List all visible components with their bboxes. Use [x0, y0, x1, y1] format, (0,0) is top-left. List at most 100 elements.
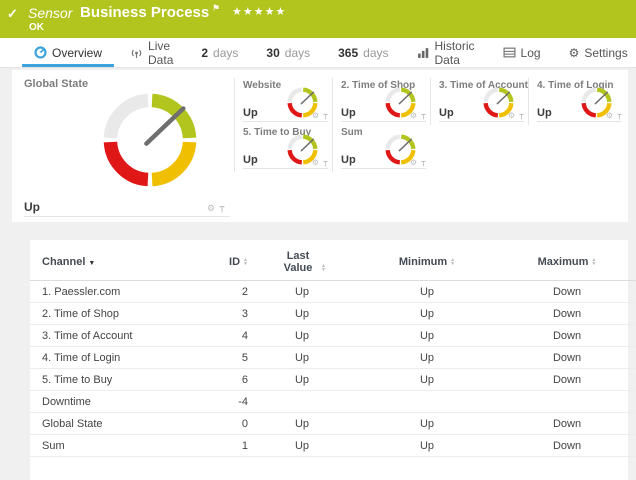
- pin-icon[interactable]: [420, 113, 427, 120]
- channel-id: 4: [200, 324, 252, 347]
- priority-stars[interactable]: ★★★★★: [232, 6, 287, 18]
- divider: [341, 168, 426, 169]
- channel-name[interactable]: 3. Time of Account: [30, 324, 200, 347]
- pin-icon[interactable]: [322, 113, 329, 120]
- channel-name[interactable]: Downtime: [30, 390, 200, 413]
- gauge-value: Up: [537, 107, 552, 119]
- column-header-last-value[interactable]: Last Value ▲ ▼: [252, 240, 352, 281]
- sensor-title: Business Process: [80, 4, 210, 21]
- pin-icon[interactable]: [322, 160, 329, 167]
- column-label: Channel: [42, 256, 86, 268]
- channel-id: 6: [200, 368, 252, 391]
- gauge-title: 2. Time of Shop: [341, 80, 416, 91]
- tab-number: 365: [338, 45, 359, 60]
- channel-maximum: Down: [502, 368, 632, 391]
- gauge-value: Up: [439, 107, 454, 119]
- channel-id: 3: [200, 302, 252, 325]
- channel-name[interactable]: 2. Time of Shop: [30, 302, 200, 325]
- divider: [439, 121, 524, 122]
- table-header-row: Channel ▼ ID ▲ ▼ Last Value ▲ ▼ Minimum ▲ ▼ Max…: [30, 240, 636, 281]
- channel-name[interactable]: 5. Time to Buy: [30, 368, 200, 391]
- channel-last-value: [252, 390, 352, 413]
- gear-icon[interactable]: ⚙: [311, 111, 319, 120]
- column-label: Maximum: [537, 256, 589, 268]
- tab-2-days[interactable]: 2 days: [187, 38, 252, 67]
- table-row[interactable]: 4. Time of Login 5 Up Up Down: [30, 346, 636, 369]
- channel-id: 5: [200, 346, 252, 369]
- channel-name[interactable]: 4. Time of Login: [30, 346, 200, 369]
- channel-maximum: Down: [502, 280, 632, 303]
- column-header-maximum[interactable]: Maximum ▲ ▼: [502, 240, 632, 281]
- table-row[interactable]: 5. Time to Buy 6 Up Up Down: [30, 368, 636, 391]
- tab-365-days[interactable]: 365 days: [324, 38, 402, 67]
- channel-maximum: Down: [502, 434, 632, 457]
- sensor-status-text: OK: [29, 22, 44, 33]
- channel-last-value: Up: [252, 302, 352, 325]
- channel-last-value: Up: [252, 368, 352, 391]
- channel-name[interactable]: Sum: [30, 434, 200, 457]
- table-row[interactable]: 2. Time of Shop 3 Up Up Down: [30, 302, 636, 325]
- channel-minimum: [352, 390, 502, 413]
- table-row[interactable]: Global State 0 Up Up Down: [30, 412, 636, 435]
- channel-last-value: Up: [252, 434, 352, 457]
- pin-icon[interactable]: [420, 160, 427, 167]
- channel-minimum: Up: [352, 324, 502, 347]
- pin-icon[interactable]: [218, 205, 226, 213]
- gauge-title: 5. Time to Buy: [243, 127, 312, 138]
- tab-label: Settings: [584, 45, 628, 60]
- tab-label: Log: [520, 45, 541, 60]
- gear-icon: ⚙: [568, 45, 580, 60]
- pin-icon[interactable]: [518, 113, 525, 120]
- status-check-icon: ✓: [7, 6, 18, 21]
- column-header-channel[interactable]: Channel ▼: [30, 240, 200, 281]
- column-header-id[interactable]: ID ▲ ▼: [200, 240, 252, 281]
- channel-last-value: Up: [252, 412, 352, 435]
- column-label: ID: [229, 256, 241, 268]
- gauge-panel-sum: Sum Up ⚙: [332, 125, 430, 172]
- tab-30-days[interactable]: 30 days: [252, 38, 324, 67]
- gauge-value: Up: [24, 200, 40, 214]
- channel-id: 2: [200, 280, 252, 303]
- channel-maximum: Down: [502, 346, 632, 369]
- channel-minimum: Up: [352, 346, 502, 369]
- table-row[interactable]: 1. Paessler.com 2 Up Up Down: [30, 280, 636, 303]
- tab-overview[interactable]: Overview: [20, 38, 116, 67]
- gear-icon[interactable]: ⚙: [507, 111, 515, 120]
- tab-historic-data[interactable]: Historic Data: [403, 38, 489, 67]
- tab-live-data[interactable]: Live Data: [116, 38, 187, 67]
- small-gauges-grid: Website Up ⚙ 2. Time of Shop Up ⚙ 3. Tim…: [234, 78, 628, 172]
- global-state-gauge-panel: Global State Up ⚙: [12, 70, 234, 222]
- table-row[interactable]: 3. Time of Account 4 Up Up Down: [30, 324, 636, 347]
- tab-unit: days: [213, 45, 239, 60]
- pin-icon[interactable]: [616, 113, 623, 120]
- channel-minimum: Up: [352, 368, 502, 391]
- column-label: Minimum: [398, 256, 448, 268]
- channel-minimum: Up: [352, 412, 502, 435]
- tab-settings[interactable]: ⚙ Settings: [555, 38, 636, 67]
- sort-icon: ▲ ▼: [450, 257, 456, 268]
- gauge-panel-time-of-login: 4. Time of Login Up ⚙: [528, 78, 626, 125]
- table-row[interactable]: Downtime -4: [30, 390, 636, 413]
- gear-icon[interactable]: ⚙: [311, 158, 319, 167]
- column-label: Last Value: [283, 250, 313, 274]
- live-data-icon: [130, 46, 143, 59]
- log-icon: [503, 46, 516, 59]
- column-header-minimum[interactable]: Minimum ▲ ▼: [352, 240, 502, 281]
- gear-icon[interactable]: ⚙: [605, 111, 613, 120]
- gauge-title: Website: [243, 80, 282, 91]
- gear-icon[interactable]: ⚙: [206, 203, 215, 213]
- priority-flag-icon[interactable]: ⚑: [212, 3, 221, 13]
- gear-icon[interactable]: ⚙: [409, 111, 417, 120]
- tab-number: 2: [201, 45, 209, 60]
- sort-icon: ▲ ▼: [591, 257, 597, 268]
- sort-icon: ▲ ▼: [243, 257, 248, 268]
- channel-name[interactable]: 1. Paessler.com: [30, 280, 200, 303]
- tab-unit: days: [363, 45, 389, 60]
- gear-icon[interactable]: ⚙: [409, 158, 417, 167]
- table-row[interactable]: Sum 1 Up Up Down: [30, 434, 636, 457]
- channel-name[interactable]: Global State: [30, 412, 200, 435]
- bar-chart-icon: [417, 46, 430, 59]
- tab-log[interactable]: Log: [489, 38, 555, 67]
- channel-last-value: Up: [252, 280, 352, 303]
- channel-last-value: Up: [252, 346, 352, 369]
